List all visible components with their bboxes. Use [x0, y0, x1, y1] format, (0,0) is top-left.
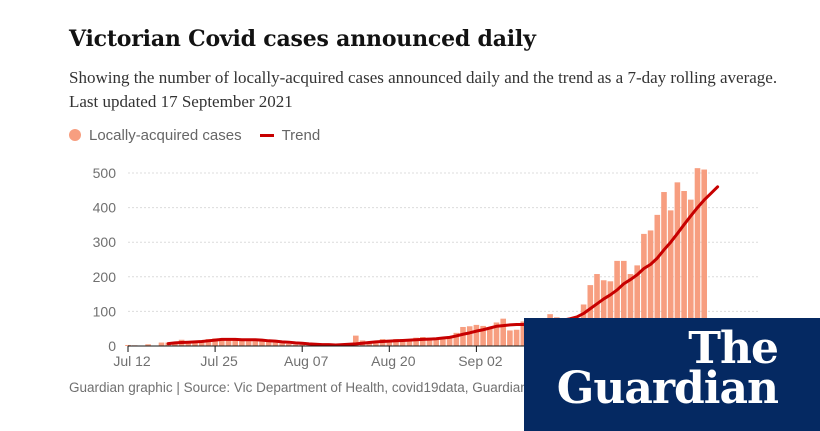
bar — [413, 337, 419, 346]
source-note: Guardian graphic | Source: Vic Departmen… — [69, 380, 636, 395]
bar — [406, 340, 413, 346]
bar — [681, 190, 687, 346]
bar — [259, 340, 265, 346]
logo-line-1: The — [688, 323, 779, 374]
x-tick-label: Jul 12 — [113, 353, 151, 369]
y-tick-label: 300 — [93, 234, 117, 250]
bar — [252, 341, 259, 346]
bar — [466, 326, 473, 346]
bar — [480, 325, 486, 346]
bar — [426, 337, 433, 346]
bar — [239, 338, 245, 346]
bar — [399, 339, 406, 346]
bar — [299, 344, 305, 346]
bar — [647, 230, 654, 346]
bar — [265, 341, 272, 346]
bar — [433, 338, 439, 346]
x-tick-label: Jul 25 — [200, 353, 238, 369]
y-tick-label: 100 — [93, 303, 117, 319]
bar — [587, 285, 594, 346]
bar — [520, 321, 527, 346]
bar — [373, 343, 379, 346]
bar — [192, 341, 198, 346]
bar — [158, 342, 165, 346]
legend-trend-swatch — [259, 133, 274, 137]
bar — [453, 332, 460, 346]
bar — [627, 274, 634, 346]
y-tick-label: 500 — [93, 165, 117, 181]
bar — [219, 339, 225, 346]
bar — [440, 338, 446, 346]
logo-line-2: Guardian — [556, 363, 779, 414]
chart-subtitle: Showing the number of locally-acquired c… — [69, 68, 778, 111]
bar — [634, 265, 640, 346]
y-tick-label: 200 — [93, 269, 117, 285]
x-tick-label: Aug 07 — [284, 353, 329, 369]
chart-legend: Locally-acquired cases Trend — [69, 125, 320, 145]
bar — [641, 233, 647, 346]
bar — [674, 182, 681, 346]
bar — [661, 192, 667, 346]
y-tick-label: 0 — [108, 338, 116, 354]
legend-cases-label: Locally-acquired cases — [89, 126, 242, 144]
bar — [198, 341, 205, 346]
bar — [654, 214, 661, 346]
bar — [286, 343, 292, 346]
bar — [460, 326, 466, 346]
guardian-logo: The Guardian — [524, 318, 820, 431]
bar — [205, 339, 212, 346]
bar — [493, 322, 500, 346]
bar — [500, 318, 506, 346]
bar — [279, 343, 285, 346]
bar — [513, 329, 520, 346]
bar — [353, 335, 359, 346]
bar — [225, 339, 232, 346]
bar — [614, 260, 620, 346]
bar — [621, 260, 627, 346]
bar — [694, 168, 701, 346]
bar — [607, 281, 614, 346]
bar — [420, 337, 426, 346]
bar — [487, 328, 493, 346]
bar — [594, 274, 600, 346]
bar — [145, 344, 151, 346]
legend-trend-label: Trend — [281, 126, 321, 144]
bar — [292, 344, 299, 346]
bar — [272, 342, 279, 346]
bar — [507, 330, 513, 346]
bar — [446, 337, 453, 346]
bar — [473, 324, 480, 346]
bar — [393, 339, 399, 346]
bar — [232, 338, 238, 346]
bar — [245, 341, 252, 346]
bar — [701, 169, 707, 346]
bar — [600, 280, 607, 346]
trend-line — [166, 185, 720, 347]
x-tick-label: Aug 20 — [371, 353, 416, 369]
chart-title: Victorian Covid cases announced daily — [69, 26, 536, 52]
y-tick-label: 400 — [93, 200, 117, 216]
bar — [212, 338, 218, 346]
bar — [386, 339, 393, 346]
bar — [667, 210, 674, 346]
bar — [688, 199, 694, 346]
x-tick-label: Sep 02 — [458, 353, 503, 369]
legend-cases-swatch — [69, 129, 81, 141]
bar — [125, 344, 131, 346]
